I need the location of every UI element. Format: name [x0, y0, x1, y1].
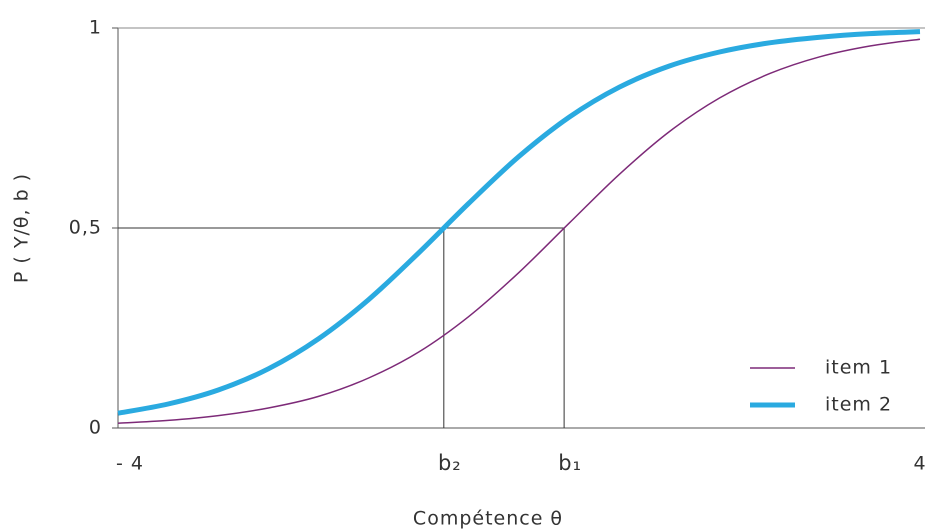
- legend-label: item 1: [825, 357, 892, 379]
- curve: [117, 38, 921, 424]
- y-tick-label: 0,5: [69, 217, 102, 239]
- x-tick-label: - 4: [116, 453, 144, 475]
- y-axis-title: P ( Y/θ, b ): [11, 173, 33, 283]
- y-tick-label: 0: [89, 417, 102, 439]
- marker-label: b₁: [558, 451, 582, 475]
- y-tick-label: 1: [89, 17, 102, 39]
- x-axis-title: Compétence θ: [413, 508, 563, 530]
- marker-label: b₂: [438, 451, 462, 475]
- curve: [117, 29, 921, 416]
- legend-label: item 2: [825, 394, 892, 416]
- x-tick-label: 4: [913, 453, 925, 475]
